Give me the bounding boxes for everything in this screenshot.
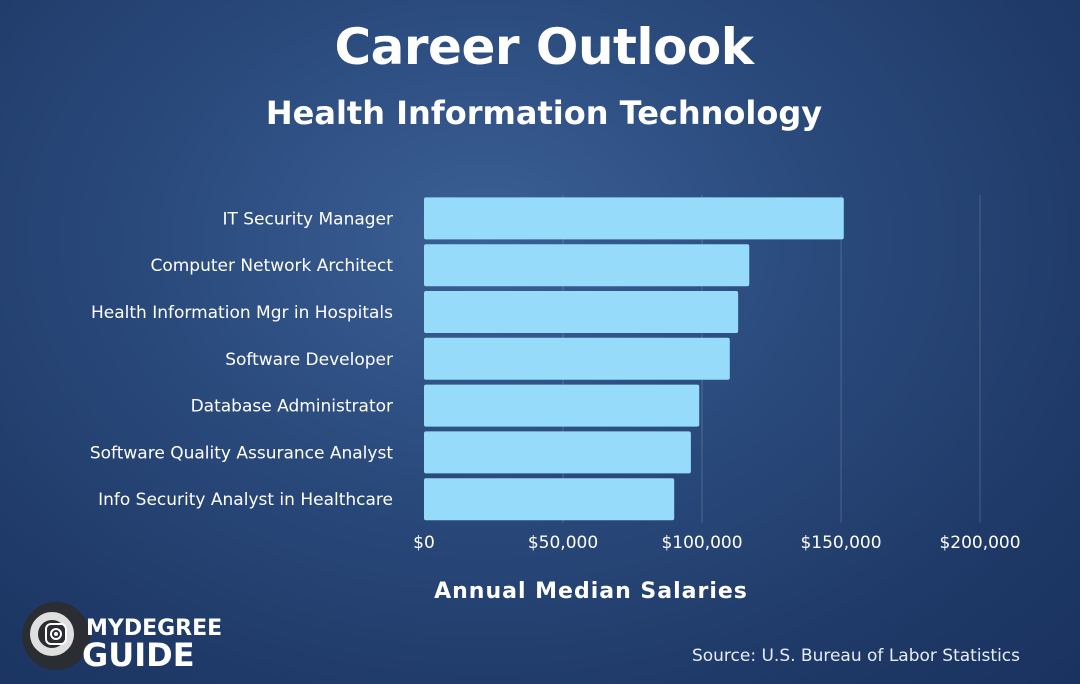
x-tick-label: $150,000 [800,533,881,553]
source-note: Source: U.S. Bureau of Labor Statistics [691,646,1020,666]
x-tick-label: $0 [413,533,435,553]
bar [424,197,844,240]
category-label: Info Security Analyst in Healthcare [98,490,393,510]
category-label: Software Developer [225,350,393,370]
category-label: Health Information Mgr in Hospitals [91,303,393,323]
category-label: Software Quality Assurance Analyst [90,443,393,463]
category-label: Database Administrator [191,397,393,417]
logo-text-bottom: GUIDE [82,636,195,674]
category-label: IT Security Manager [222,209,393,229]
x-tick-label: $200,000 [939,533,1020,553]
bar [424,478,675,521]
logo-ring-icon [30,612,74,656]
lens-icon [45,623,67,645]
x-axis-label: Annual Median Salaries [434,579,748,604]
logo-text-top: MYDEGREE [86,616,223,641]
bar [424,244,750,287]
chart-subtitle: Health Information Technology [265,94,823,132]
chart-title: Career Outlook [334,18,754,76]
category-label: Computer Network Architect [150,256,393,276]
x-tick-label: $100,000 [661,533,742,553]
bar [424,431,691,474]
bar [424,337,730,380]
bar [424,291,739,333]
mydegreeguide-logo: MYDEGREE GUIDE [22,602,222,674]
x-tick-label: $50,000 [528,533,598,553]
bar [424,384,700,427]
